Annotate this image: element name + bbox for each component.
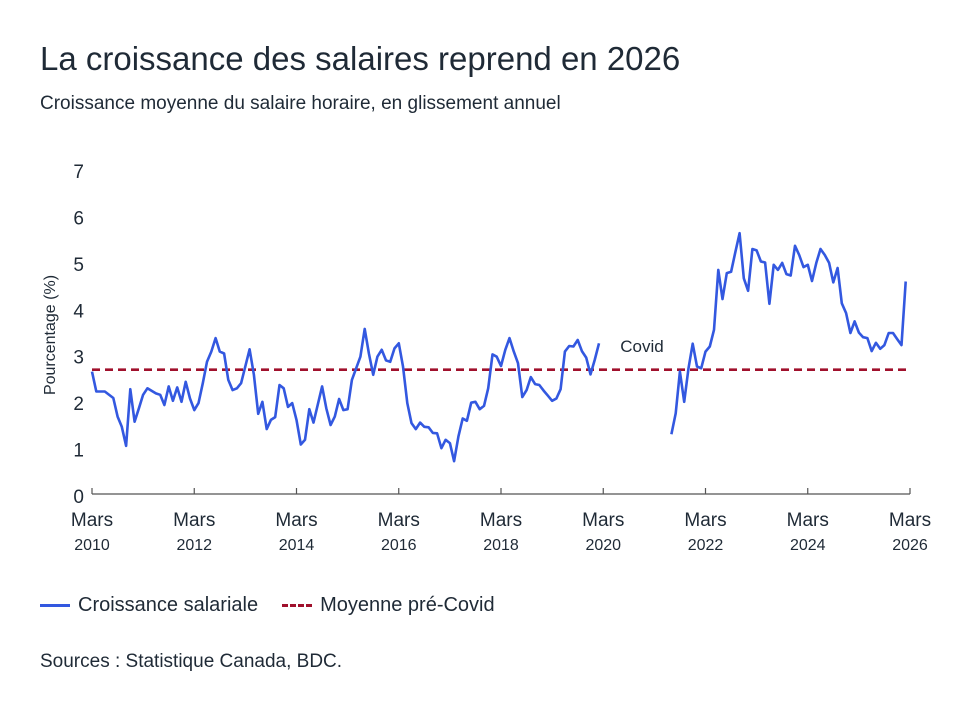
chart-title: La croissance des salaires reprend en 20…: [40, 40, 681, 77]
y-tick-label: 5: [73, 255, 84, 276]
x-tick-label: Mars: [787, 510, 829, 531]
x-tick-year-label: 2024: [790, 537, 826, 554]
wage-growth-line: [670, 231, 907, 435]
y-tick-label: 0: [73, 487, 84, 508]
x-tick-year-label: 2012: [176, 537, 212, 554]
y-axis: 0 1 2 3 4 5 6 7: [73, 162, 84, 508]
y-tick-label: 2: [73, 394, 84, 415]
legend-label: Croissance salariale: [78, 594, 259, 616]
x-axis: Mars 2010 Mars 2012 Mars 2014 Mars 2016 Mars 2018…: [71, 488, 931, 554]
x-tick-year-label: 2020: [585, 537, 621, 554]
wage-growth-line: [90, 327, 601, 463]
x-tick-label: Mars: [71, 510, 113, 531]
y-tick-label: 4: [73, 301, 84, 322]
chart-subtitle: Croissance moyenne du salaire horaire, e…: [40, 93, 561, 114]
y-axis-label: Pourcentage (%): [42, 275, 59, 395]
x-tick-year-label: 2010: [74, 537, 110, 554]
x-tick-year-label: 2014: [279, 537, 315, 554]
x-tick-year-label: 2018: [483, 537, 519, 554]
y-tick-label: 1: [73, 441, 84, 462]
legend-item-wage-growth: Croissance salariale: [40, 594, 258, 617]
source-note: Sources : Statistique Canada, BDC.: [40, 651, 343, 672]
x-tick-year-label: 2026: [892, 537, 928, 554]
legend: Croissance salariale Moyenne pré-Covid: [40, 594, 519, 617]
x-tick-label: Mars: [889, 510, 931, 531]
legend-label: Moyenne pré-Covid: [320, 594, 495, 616]
legend-item-pre-covid-average: Moyenne pré-Covid: [282, 594, 495, 617]
y-tick-label: 7: [73, 162, 84, 183]
x-tick-label: Mars: [684, 510, 726, 531]
x-tick-label: Mars: [582, 510, 624, 531]
x-tick-year-label: 2022: [688, 537, 724, 554]
legend-swatch-dashed: [282, 604, 313, 607]
x-tick-label: Mars: [480, 510, 522, 531]
series-lines: [90, 231, 907, 463]
x-tick-label: Mars: [275, 510, 317, 531]
x-tick-label: Mars: [173, 510, 215, 531]
y-tick-label: 6: [73, 208, 84, 229]
x-tick-label: Mars: [378, 510, 420, 531]
y-tick-label: 3: [73, 348, 84, 369]
x-tick-year-label: 2016: [381, 537, 417, 554]
legend-swatch-solid: [40, 604, 70, 607]
covid-annotation: Covid: [620, 337, 663, 356]
